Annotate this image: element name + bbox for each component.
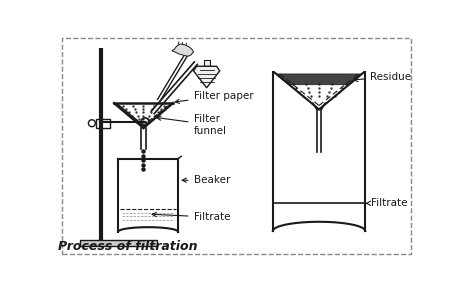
Polygon shape — [172, 44, 194, 56]
Circle shape — [89, 120, 95, 127]
Polygon shape — [276, 74, 362, 85]
Text: Filter
funnel: Filter funnel — [157, 114, 226, 136]
Text: Filter paper: Filter paper — [175, 90, 253, 103]
Text: Filtrate: Filtrate — [152, 212, 230, 222]
Bar — [96, 118, 110, 128]
Text: Filtrate: Filtrate — [366, 198, 408, 208]
Bar — [80, 240, 157, 247]
Text: Residue: Residue — [354, 72, 411, 82]
Bar — [204, 60, 210, 66]
Text: Beaker: Beaker — [182, 175, 230, 185]
Text: Process of filtration: Process of filtration — [59, 240, 198, 253]
Polygon shape — [194, 66, 220, 88]
